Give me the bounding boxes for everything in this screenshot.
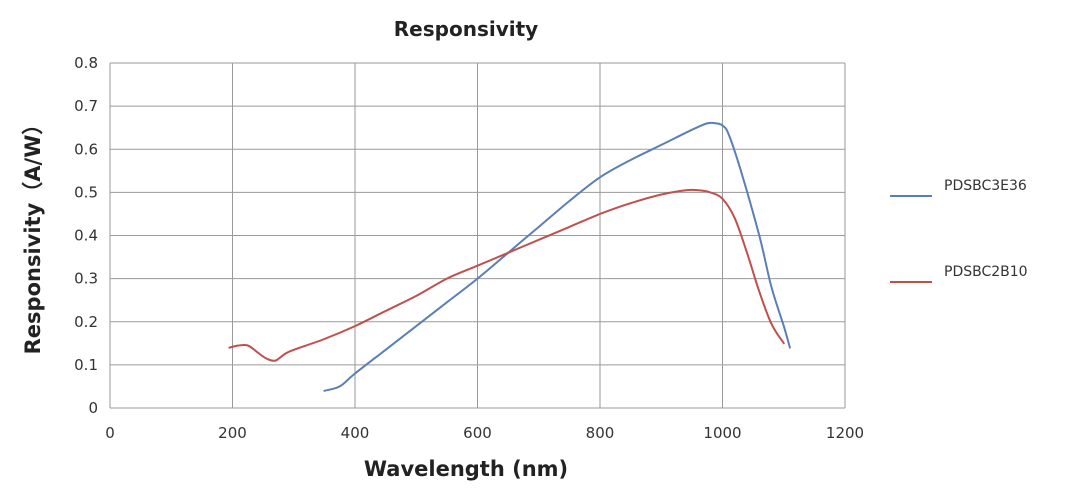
x-tick-label: 200 <box>218 424 247 442</box>
grid <box>109 62 846 409</box>
x-axis-ticks: 0 200 400 600 800 1000 1200 <box>105 424 864 442</box>
y-tick-label: 0.7 <box>74 97 98 115</box>
x-tick-label: 1000 <box>703 424 741 442</box>
y-axis-ticks: 0 0.1 0.2 0.3 0.4 0.5 0.6 0.7 0.8 <box>74 54 98 417</box>
y-tick-label: 0 <box>88 399 98 417</box>
y-tick-label: 0.1 <box>74 356 98 374</box>
y-tick-label: 0.4 <box>74 227 98 245</box>
legend: PDSBC3E36 PDSBC2B10 <box>890 178 1028 283</box>
series-line-pdsbc3e36 <box>323 121 791 392</box>
x-tick-label: 1200 <box>826 424 864 442</box>
series-line-pdsbc2b10 <box>228 188 785 362</box>
x-tick-label: 600 <box>463 424 492 442</box>
legend-label: PDSBC3E36 <box>944 178 1027 194</box>
series-group <box>228 121 791 392</box>
chart-title: Responsivity <box>394 17 538 41</box>
x-tick-label: 400 <box>341 424 370 442</box>
y-tick-label: 0.8 <box>74 54 98 72</box>
legend-label: PDSBC2B10 <box>944 264 1028 280</box>
y-tick-label: 0.5 <box>74 183 98 201</box>
y-tick-label: 0.6 <box>74 140 98 158</box>
x-axis-title: Wavelength (nm) <box>364 457 568 481</box>
x-tick-label: 0 <box>105 424 115 442</box>
y-tick-label: 0.2 <box>74 313 98 331</box>
y-axis-title: Responsivity（A/W） <box>21 114 45 355</box>
y-tick-label: 0.3 <box>74 270 98 288</box>
x-tick-label: 800 <box>586 424 615 442</box>
